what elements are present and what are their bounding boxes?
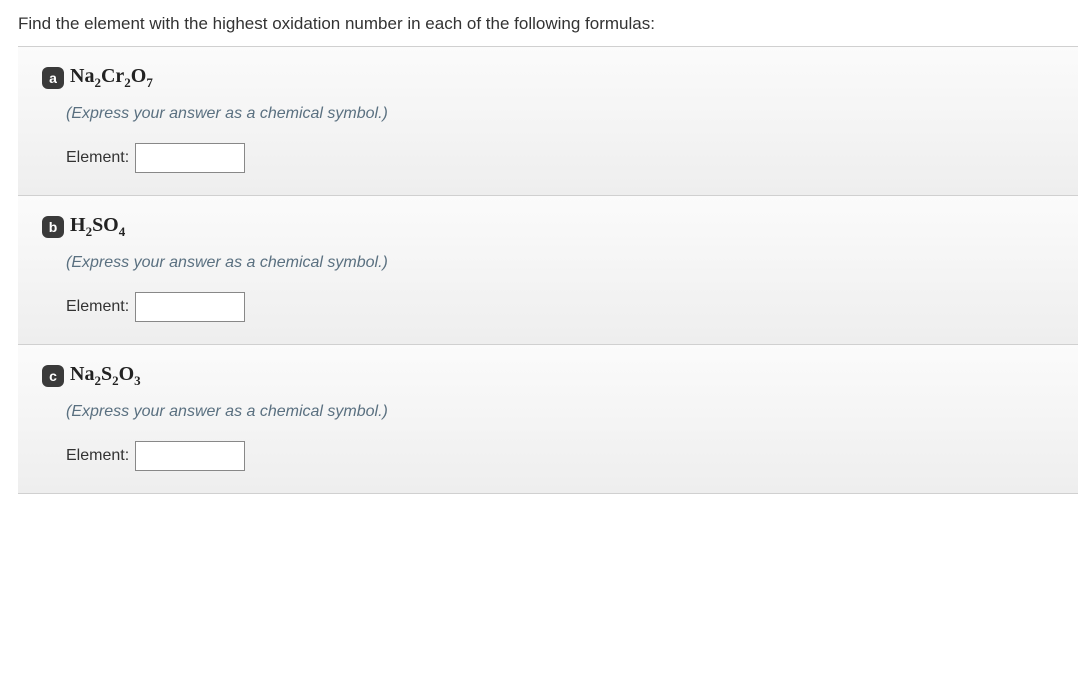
part-a-header: a Na2Cr2O7 bbox=[42, 65, 1078, 91]
part-a-instruction: (Express your answer as a chemical symbo… bbox=[66, 105, 1078, 123]
part-c-badge: c bbox=[42, 365, 64, 387]
part-c-answer-input[interactable] bbox=[135, 441, 245, 471]
part-c-answer-row: Element: bbox=[66, 441, 1078, 471]
part-a-formula: Na2Cr2O7 bbox=[70, 65, 153, 91]
part-b-badge: b bbox=[42, 216, 64, 238]
part-b-answer-label: Element: bbox=[66, 298, 129, 316]
bottom-border bbox=[18, 493, 1078, 494]
part-c-formula: Na2S2O3 bbox=[70, 363, 141, 389]
part-c-block: c Na2S2O3 (Express your answer as a chem… bbox=[18, 344, 1078, 493]
part-b-answer-input[interactable] bbox=[135, 292, 245, 322]
part-a-answer-input[interactable] bbox=[135, 143, 245, 173]
question-page: Find the element with the highest oxidat… bbox=[0, 0, 1078, 494]
part-a-answer-row: Element: bbox=[66, 143, 1078, 173]
part-c-header: c Na2S2O3 bbox=[42, 363, 1078, 389]
part-b-block: b H2SO4 (Express your answer as a chemic… bbox=[18, 195, 1078, 344]
part-a-block: a Na2Cr2O7 (Express your answer as a che… bbox=[18, 46, 1078, 195]
part-a-badge: a bbox=[42, 67, 64, 89]
question-stem: Find the element with the highest oxidat… bbox=[18, 14, 1078, 46]
part-a-answer-label: Element: bbox=[66, 149, 129, 167]
part-c-instruction: (Express your answer as a chemical symbo… bbox=[66, 403, 1078, 421]
part-c-answer-label: Element: bbox=[66, 447, 129, 465]
part-b-instruction: (Express your answer as a chemical symbo… bbox=[66, 254, 1078, 272]
part-b-answer-row: Element: bbox=[66, 292, 1078, 322]
part-b-formula: H2SO4 bbox=[70, 214, 125, 240]
part-b-header: b H2SO4 bbox=[42, 214, 1078, 240]
